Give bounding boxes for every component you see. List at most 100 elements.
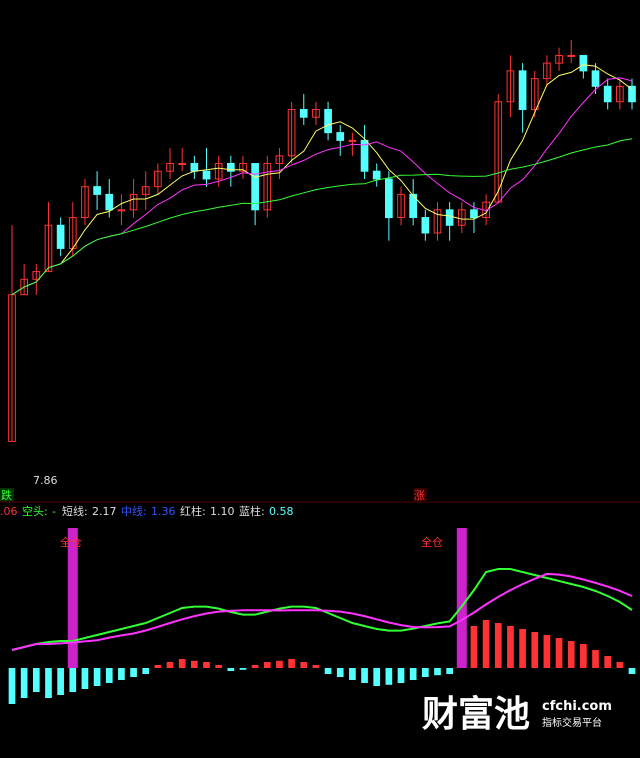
candle-body	[44, 224, 53, 273]
indicator-bar	[555, 638, 563, 668]
candle-body	[81, 186, 89, 219]
candle-body	[239, 163, 247, 172]
header-red-label: 红柱:	[180, 504, 206, 518]
indicator-bar	[470, 626, 478, 668]
indicator-bar	[592, 650, 599, 668]
candle-body	[275, 155, 284, 165]
fall-tag-bg	[0, 488, 14, 501]
header-short-label: 短线:	[62, 504, 88, 518]
indicator-bar	[203, 662, 210, 668]
candle-body	[263, 163, 272, 211]
indicator-panel	[8, 528, 636, 704]
indicator-mid-line	[11, 572, 633, 651]
indicator-bar	[361, 668, 368, 683]
candle-body	[166, 163, 174, 172]
indicator-bar	[385, 668, 393, 685]
indicator-bar	[69, 668, 77, 692]
indicator-bar	[300, 662, 308, 668]
indicator-bar	[142, 668, 150, 674]
watermark-tagline: 指标交易平台	[542, 716, 602, 729]
indicator-bar	[215, 665, 223, 668]
indicator-bar	[519, 629, 526, 668]
indicator-bar	[580, 644, 587, 668]
candle-body	[336, 132, 345, 141]
indicator-bar	[81, 668, 89, 689]
candle-body	[93, 186, 101, 195]
candle-body	[299, 108, 308, 118]
candle-body	[555, 54, 563, 64]
indicator-bar	[543, 635, 551, 668]
header-red-value: 1.10	[210, 505, 235, 518]
candle-body	[190, 163, 199, 172]
candle-body	[20, 278, 28, 296]
candle-body	[421, 217, 430, 234]
indicator-bar	[288, 659, 295, 668]
indicator-bar	[324, 668, 332, 674]
signal-column	[67, 528, 78, 668]
indicator-bar	[616, 662, 624, 668]
indicator-bar	[373, 668, 381, 686]
ma-long-line	[11, 138, 633, 296]
indicator-bar	[154, 665, 162, 668]
candle-body	[312, 108, 320, 118]
indicator-bar	[57, 668, 64, 695]
signal-label-2: 全仓	[421, 535, 443, 549]
candle-body	[579, 54, 588, 72]
candle-body	[214, 163, 223, 180]
indicator-bar	[20, 668, 28, 698]
candle-body	[226, 163, 235, 172]
candle-body	[543, 62, 551, 80]
candle-body	[105, 193, 114, 211]
header-mode-value: -	[52, 505, 56, 518]
indicator-bar	[482, 620, 490, 668]
indicator-bar	[276, 660, 283, 668]
indicator-bar	[178, 659, 186, 668]
indicator-bar	[349, 668, 356, 680]
candle-body	[141, 186, 150, 195]
indicator-bar	[628, 668, 636, 674]
indicator-header: .06 空头: - 短线: 2.17 中线: 1.36 红柱: 1.10 蓝柱:…	[0, 504, 294, 518]
candle-body	[628, 85, 636, 103]
indicator-bar	[494, 623, 502, 668]
indicator-bar	[336, 668, 344, 677]
candle-body	[433, 209, 442, 234]
indicator-bar	[32, 668, 40, 692]
header-mid-value: 1.36	[151, 505, 176, 518]
candle-body	[591, 70, 600, 87]
low-price-label: 7.86	[33, 474, 58, 487]
ma-mid-line	[11, 77, 633, 296]
indicator-bar	[8, 668, 16, 704]
indicator-bar	[397, 668, 405, 683]
candle-body	[360, 139, 369, 172]
indicator-bar	[434, 668, 441, 676]
candle-body	[397, 193, 405, 219]
indicator-bar	[93, 668, 101, 686]
candle-body	[506, 70, 515, 103]
indicator-bar	[507, 626, 514, 668]
header-blue-label: 蓝柱:	[239, 504, 265, 518]
candle-body	[385, 178, 393, 219]
header-mode-label: 空头:	[22, 504, 48, 518]
signal-column	[456, 528, 467, 668]
indicator-bar	[604, 656, 612, 668]
candle-body	[32, 271, 41, 280]
ma-short-line	[11, 64, 633, 296]
header-mid-label: 中线:	[121, 504, 147, 518]
indicator-bar	[227, 668, 235, 671]
candle-body	[409, 193, 418, 219]
candle-body	[251, 163, 259, 211]
header-short-value: 2.17	[92, 505, 117, 518]
indicator-bar	[567, 641, 575, 668]
candle-body	[372, 170, 381, 180]
indicator-bar	[45, 668, 52, 698]
watermark-domain: cfchi.com	[542, 699, 612, 714]
indicator-bar	[251, 665, 259, 668]
candle-body	[178, 163, 187, 166]
candle-body	[202, 170, 211, 180]
indicator-bar	[446, 668, 453, 674]
indicator-bar	[531, 632, 539, 668]
candle-body	[129, 193, 138, 211]
indicator-bar	[263, 662, 271, 668]
indicator-bar	[166, 662, 174, 668]
